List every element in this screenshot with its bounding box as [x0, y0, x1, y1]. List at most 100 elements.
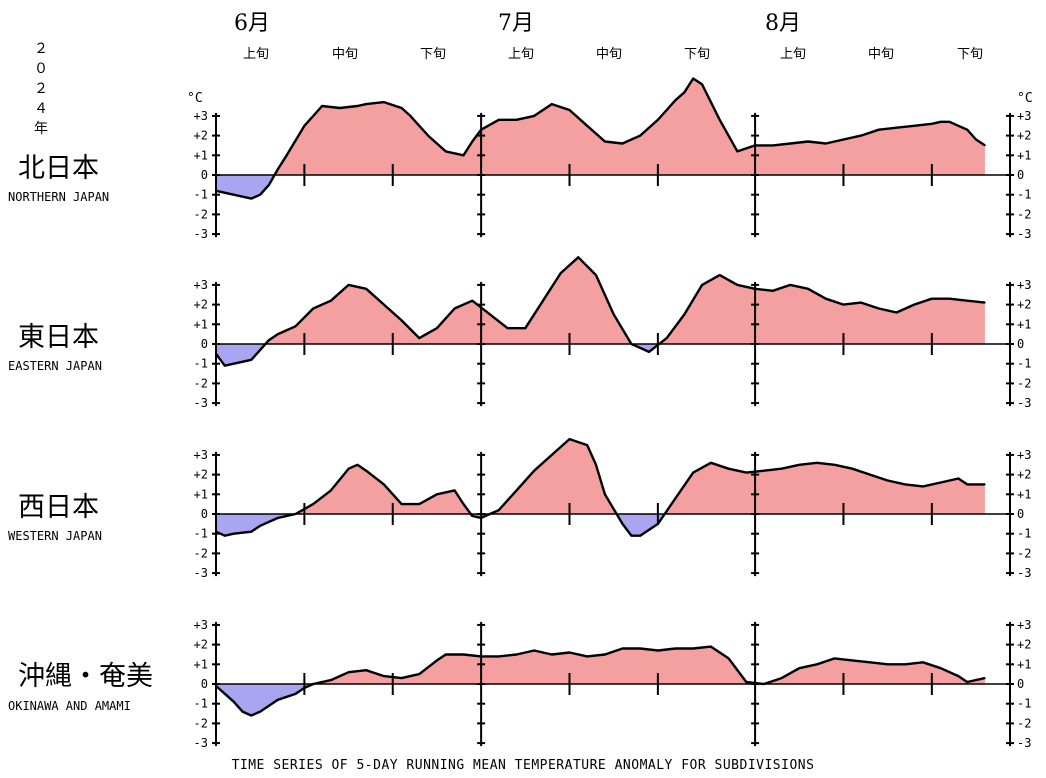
y-tick-label-right: +1	[1017, 487, 1031, 501]
y-tick-label-right: -1	[1017, 357, 1031, 371]
data-point	[347, 284, 350, 286]
data-point	[365, 288, 368, 290]
y-tick-label-right: +1	[1017, 317, 1031, 331]
data-point	[904, 483, 907, 486]
dekad-label: 中旬	[332, 47, 358, 62]
data-point	[807, 288, 809, 290]
data-point	[851, 659, 854, 662]
data-point	[215, 353, 217, 355]
data-point	[533, 649, 535, 652]
y-tick-label-left: -2	[194, 716, 208, 730]
data-point	[842, 303, 845, 306]
data-point	[665, 109, 668, 111]
y-tick-label-left: +3	[194, 109, 208, 123]
data-point	[657, 649, 659, 652]
data-point	[383, 483, 385, 486]
data-point	[241, 710, 244, 713]
data-point	[975, 138, 977, 141]
y-tick-label-left: +1	[194, 487, 208, 501]
y-tick-label-left: 0	[201, 677, 208, 691]
y-tick-label-left: 0	[201, 507, 208, 521]
data-point	[453, 489, 456, 492]
y-tick-label-right: -3	[1017, 736, 1031, 750]
month-label: 6月	[234, 11, 270, 36]
unit-label-left: °C	[187, 91, 203, 106]
y-tick-label-left: -3	[194, 227, 208, 241]
data-point	[984, 144, 986, 147]
y-tick-label-right: 0	[1017, 168, 1024, 182]
data-point	[665, 337, 668, 339]
data-point	[763, 469, 765, 472]
data-point	[480, 128, 482, 131]
y-tick-label-left: +2	[194, 638, 208, 652]
data-point	[250, 530, 253, 533]
data-point	[356, 464, 359, 466]
data-point	[285, 154, 288, 157]
data-point	[224, 364, 226, 367]
data-point	[542, 299, 544, 302]
data-point	[842, 138, 845, 141]
data-point	[400, 503, 403, 505]
region-name-okinawa: 沖縄・奄美	[18, 661, 153, 692]
data-point	[294, 513, 297, 515]
data-point	[948, 121, 951, 123]
data-point	[825, 297, 827, 300]
data-point	[471, 299, 474, 302]
data-point	[789, 284, 792, 286]
data-point	[754, 288, 756, 290]
data-point	[674, 497, 677, 500]
data-point	[833, 657, 836, 660]
data-point	[480, 655, 482, 658]
data-point	[851, 467, 854, 470]
data-point	[657, 119, 659, 121]
data-point	[215, 190, 217, 192]
data-point	[798, 464, 801, 466]
unit-label-right: °C	[1017, 91, 1033, 106]
data-point	[886, 479, 889, 482]
panel-0: +3 +3 +2 +2 +1 +1 0 0 -1 -1 -2 -2 -3 -3	[194, 77, 1031, 241]
y-tick-label-left: +1	[194, 317, 208, 331]
data-point	[710, 645, 712, 648]
region-name-northern: 北日本	[18, 153, 99, 184]
y-tick-label-left: -2	[194, 546, 208, 560]
region-name-en-eastern: EASTERN JAPAN	[8, 359, 102, 373]
series-line	[215, 645, 986, 717]
data-point	[232, 532, 235, 535]
data-point	[586, 125, 588, 127]
region-name-western: 西日本	[18, 492, 99, 523]
data-point	[586, 444, 588, 446]
data-point	[710, 462, 712, 464]
data-point	[400, 319, 403, 322]
region-name-en-okinawa: OKINAWA AND AMAMI	[8, 699, 131, 713]
data-point	[312, 503, 315, 505]
data-point	[957, 675, 960, 677]
data-point	[683, 91, 686, 94]
data-point	[383, 101, 385, 103]
data-point	[515, 653, 518, 656]
month-label: 7月	[498, 11, 534, 36]
data-point	[798, 667, 801, 669]
y-tick-label-right: -2	[1017, 207, 1031, 221]
data-point	[639, 534, 641, 537]
data-point	[692, 471, 694, 474]
data-point	[727, 467, 730, 470]
data-point	[692, 77, 694, 80]
panel-1: +3 +3 +2 +2 +1 +1 0 0 -1 -1 -2 -2 -3 -3	[194, 256, 1031, 410]
data-point	[895, 126, 898, 129]
data-point	[480, 517, 482, 519]
data-point	[904, 663, 907, 666]
data-point	[321, 105, 323, 107]
data-point	[400, 107, 403, 109]
data-point	[718, 274, 721, 276]
data-point	[215, 685, 217, 687]
data-point	[268, 339, 270, 341]
data-point	[224, 534, 226, 537]
data-point	[436, 493, 438, 496]
data-point	[577, 256, 580, 259]
data-point	[418, 673, 421, 675]
y-tick-label-left: +1	[194, 148, 208, 162]
data-point	[736, 284, 739, 286]
y-tick-label-left: +3	[194, 278, 208, 292]
data-point	[922, 661, 924, 664]
data-point	[471, 140, 474, 143]
